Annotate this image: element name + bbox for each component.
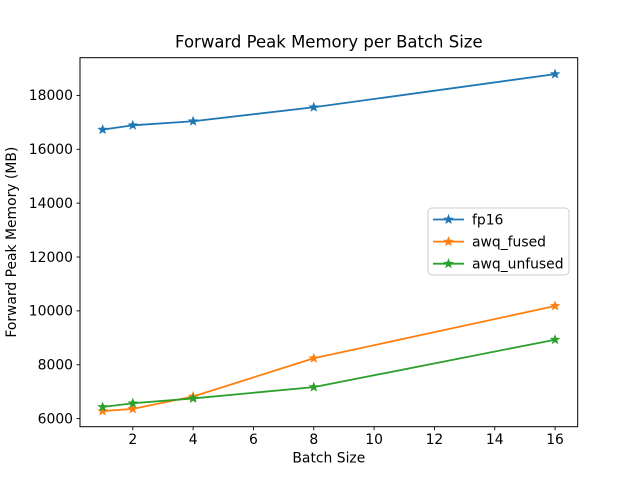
legend-sample-marker <box>443 213 454 225</box>
series-marker-fp16 <box>97 124 108 135</box>
series-marker-awq_unfused <box>549 334 561 345</box>
y-tick-label: 18000 <box>29 88 73 104</box>
series-marker-awq_fused <box>308 352 320 363</box>
x-axis-label: Batch Size <box>292 451 365 467</box>
series-marker-awq_unfused <box>97 401 108 412</box>
x-tick-label: 12 <box>426 432 444 448</box>
x-tick-label: 14 <box>486 432 504 448</box>
legend-sample-marker <box>443 236 454 247</box>
y-tick-label: 14000 <box>29 196 73 212</box>
legend-entry-label: awq_fused <box>472 234 546 250</box>
y-tick-label: 12000 <box>29 250 73 266</box>
legend-entry-label: awq_unfused <box>472 257 564 273</box>
y-tick-label: 16000 <box>29 142 73 158</box>
x-tick-label: 4 <box>189 432 198 448</box>
legend-sample-marker <box>443 258 454 269</box>
x-tick-label: 2 <box>128 432 137 448</box>
series-marker-awq_fused <box>549 300 561 311</box>
y-tick-label: 10000 <box>29 304 73 320</box>
legend-entry-label: fp16 <box>472 212 503 228</box>
series-marker-awq_fused <box>97 405 108 416</box>
x-tick-label: 10 <box>365 432 383 448</box>
x-tick-label: 8 <box>309 432 318 448</box>
plot-border <box>79 57 579 428</box>
series-marker-awq_unfused <box>308 381 320 392</box>
series-marker-fp16 <box>127 119 139 130</box>
legend-box <box>427 207 570 276</box>
y-axis-label: Forward Peak Memory (MB) <box>4 147 20 338</box>
series-marker-awq_unfused <box>127 397 139 408</box>
x-tick-label: 6 <box>249 432 258 448</box>
series-marker-fp16 <box>187 115 199 126</box>
series-marker-awq_unfused <box>187 392 199 403</box>
y-tick-label: 8000 <box>38 358 73 374</box>
chart-title: Forward Peak Memory per Batch Size <box>175 33 483 52</box>
series-marker-fp16 <box>308 101 320 112</box>
series-marker-awq_fused <box>127 403 139 414</box>
y-tick-label: 6000 <box>38 411 73 427</box>
series-marker-fp16 <box>549 68 561 79</box>
x-tick-label: 16 <box>546 432 564 448</box>
